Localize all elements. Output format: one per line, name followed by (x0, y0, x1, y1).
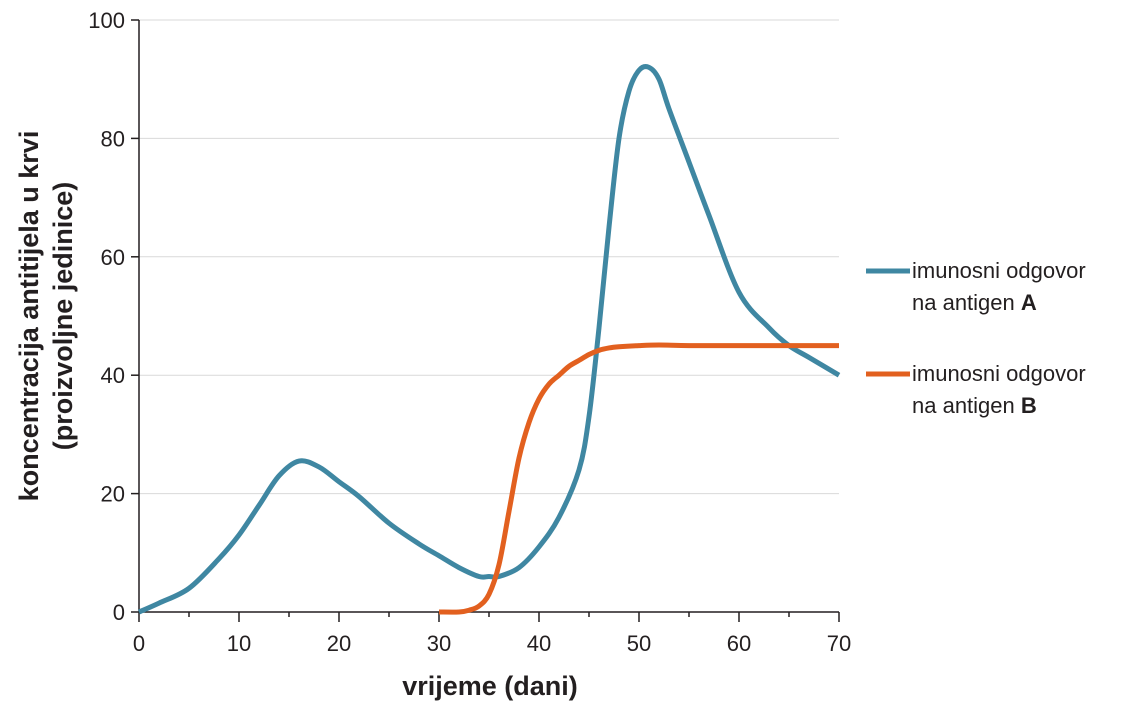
y-axis-title-line1: koncentracija antitijela u krvi (14, 131, 44, 502)
x-tick-label-10: 10 (227, 631, 251, 656)
legend-b-line2: na antigen B (866, 390, 1086, 422)
y-tick-label-100: 100 (88, 8, 125, 33)
series-group (137, 64, 841, 615)
x-tick-label-0: 0 (133, 631, 145, 656)
axes (131, 19, 840, 622)
x-tick-label-50: 50 (627, 631, 651, 656)
legend-b-bold: B (1020, 393, 1037, 418)
x-tick-label-60: 60 (727, 631, 751, 656)
y-tick-label-40: 40 (101, 363, 125, 388)
x-tick-label-30: 30 (427, 631, 451, 656)
y-tick-label-20: 20 (101, 482, 125, 507)
y-axis-title-line2: (proizvoljne jedinice) (48, 182, 78, 451)
legend-a-line1: imunosni odgovor (912, 258, 1086, 283)
x-tick-label-40: 40 (527, 631, 551, 656)
legend-a-line2: na antigen A (866, 287, 1086, 319)
series-antigen-b-line (438, 342, 839, 615)
y-tick-label-0: 0 (113, 600, 125, 625)
series-antigen-a-line (137, 64, 841, 615)
x-tick-label-20: 20 (327, 631, 351, 656)
x-axis-title: vrijeme (dani) (402, 671, 578, 701)
x-tick-label-70: 70 (827, 631, 851, 656)
y-tick-label-60: 60 (101, 245, 125, 270)
legend-a-bold: A (1020, 290, 1037, 315)
legend-a-prefix: na antigen (912, 290, 1021, 315)
gridlines (139, 19, 839, 495)
legend-item-b: imunosni odgovor na antigen B (866, 358, 1086, 422)
legend-item-a: imunosni odgovor na antigen A (866, 255, 1086, 319)
legend-b-line1: imunosni odgovor (912, 361, 1086, 386)
legend-b-prefix: na antigen (912, 393, 1021, 418)
y-tick-label-80: 80 (101, 126, 125, 151)
tick-labels: 0 20 40 60 80 100 0 10 20 30 40 50 60 70 (88, 8, 851, 656)
